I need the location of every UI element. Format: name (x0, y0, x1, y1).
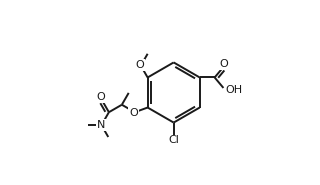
Text: O: O (135, 60, 144, 70)
Text: O: O (219, 59, 228, 69)
Text: O: O (97, 92, 105, 102)
Text: O: O (129, 108, 138, 118)
Text: N: N (97, 120, 106, 130)
Text: OH: OH (226, 85, 243, 95)
Text: Cl: Cl (168, 135, 179, 145)
